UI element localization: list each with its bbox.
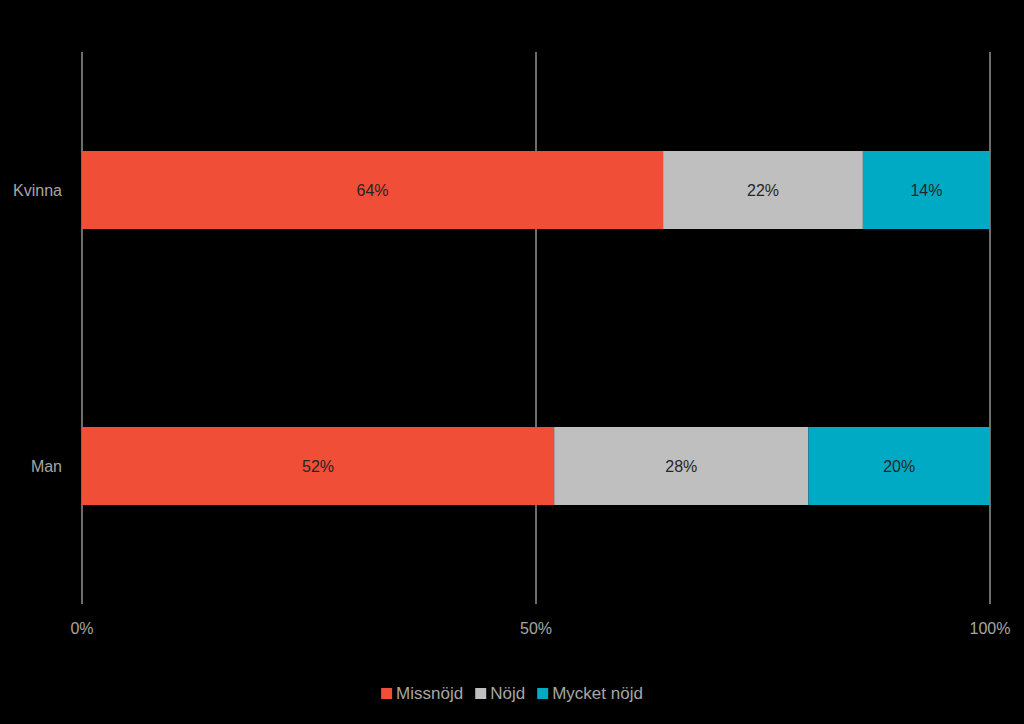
tick-label: 50% <box>520 620 552 637</box>
legend-swatch <box>537 688 548 699</box>
bar-segment <box>663 151 863 229</box>
legend-swatch <box>381 688 392 699</box>
background <box>0 0 1024 724</box>
category-label: Man <box>31 458 62 475</box>
legend-label: Nöjd <box>490 684 525 703</box>
legend-swatch <box>475 688 486 699</box>
grid-line <box>82 52 83 604</box>
bar-segment <box>82 151 663 229</box>
grid-line <box>536 52 537 604</box>
data-label: 64% <box>357 182 389 199</box>
grid-line <box>990 52 991 604</box>
category-label: Kvinna <box>13 182 62 199</box>
bars <box>82 151 990 505</box>
bar-segment <box>863 151 990 229</box>
bar-segment <box>554 427 808 505</box>
chart: 64% 22% 14% 52% 28% 20% Kvinna Man 0% 50% 100% Miss… <box>0 0 1024 724</box>
bar-segment <box>808 427 990 505</box>
tick-label: 100% <box>970 620 1011 637</box>
legend: Missnöjd Nöjd Mycket nöjd <box>381 684 643 703</box>
data-label: 52% <box>302 458 334 475</box>
data-label: 22% <box>747 182 779 199</box>
data-label: 14% <box>910 182 942 199</box>
legend-label: Mycket nöjd <box>552 684 643 703</box>
data-label: 28% <box>665 458 697 475</box>
bar-segment <box>82 427 554 505</box>
tick-label: 0% <box>70 620 93 637</box>
legend-label: Missnöjd <box>396 684 463 703</box>
data-label: 20% <box>883 458 915 475</box>
